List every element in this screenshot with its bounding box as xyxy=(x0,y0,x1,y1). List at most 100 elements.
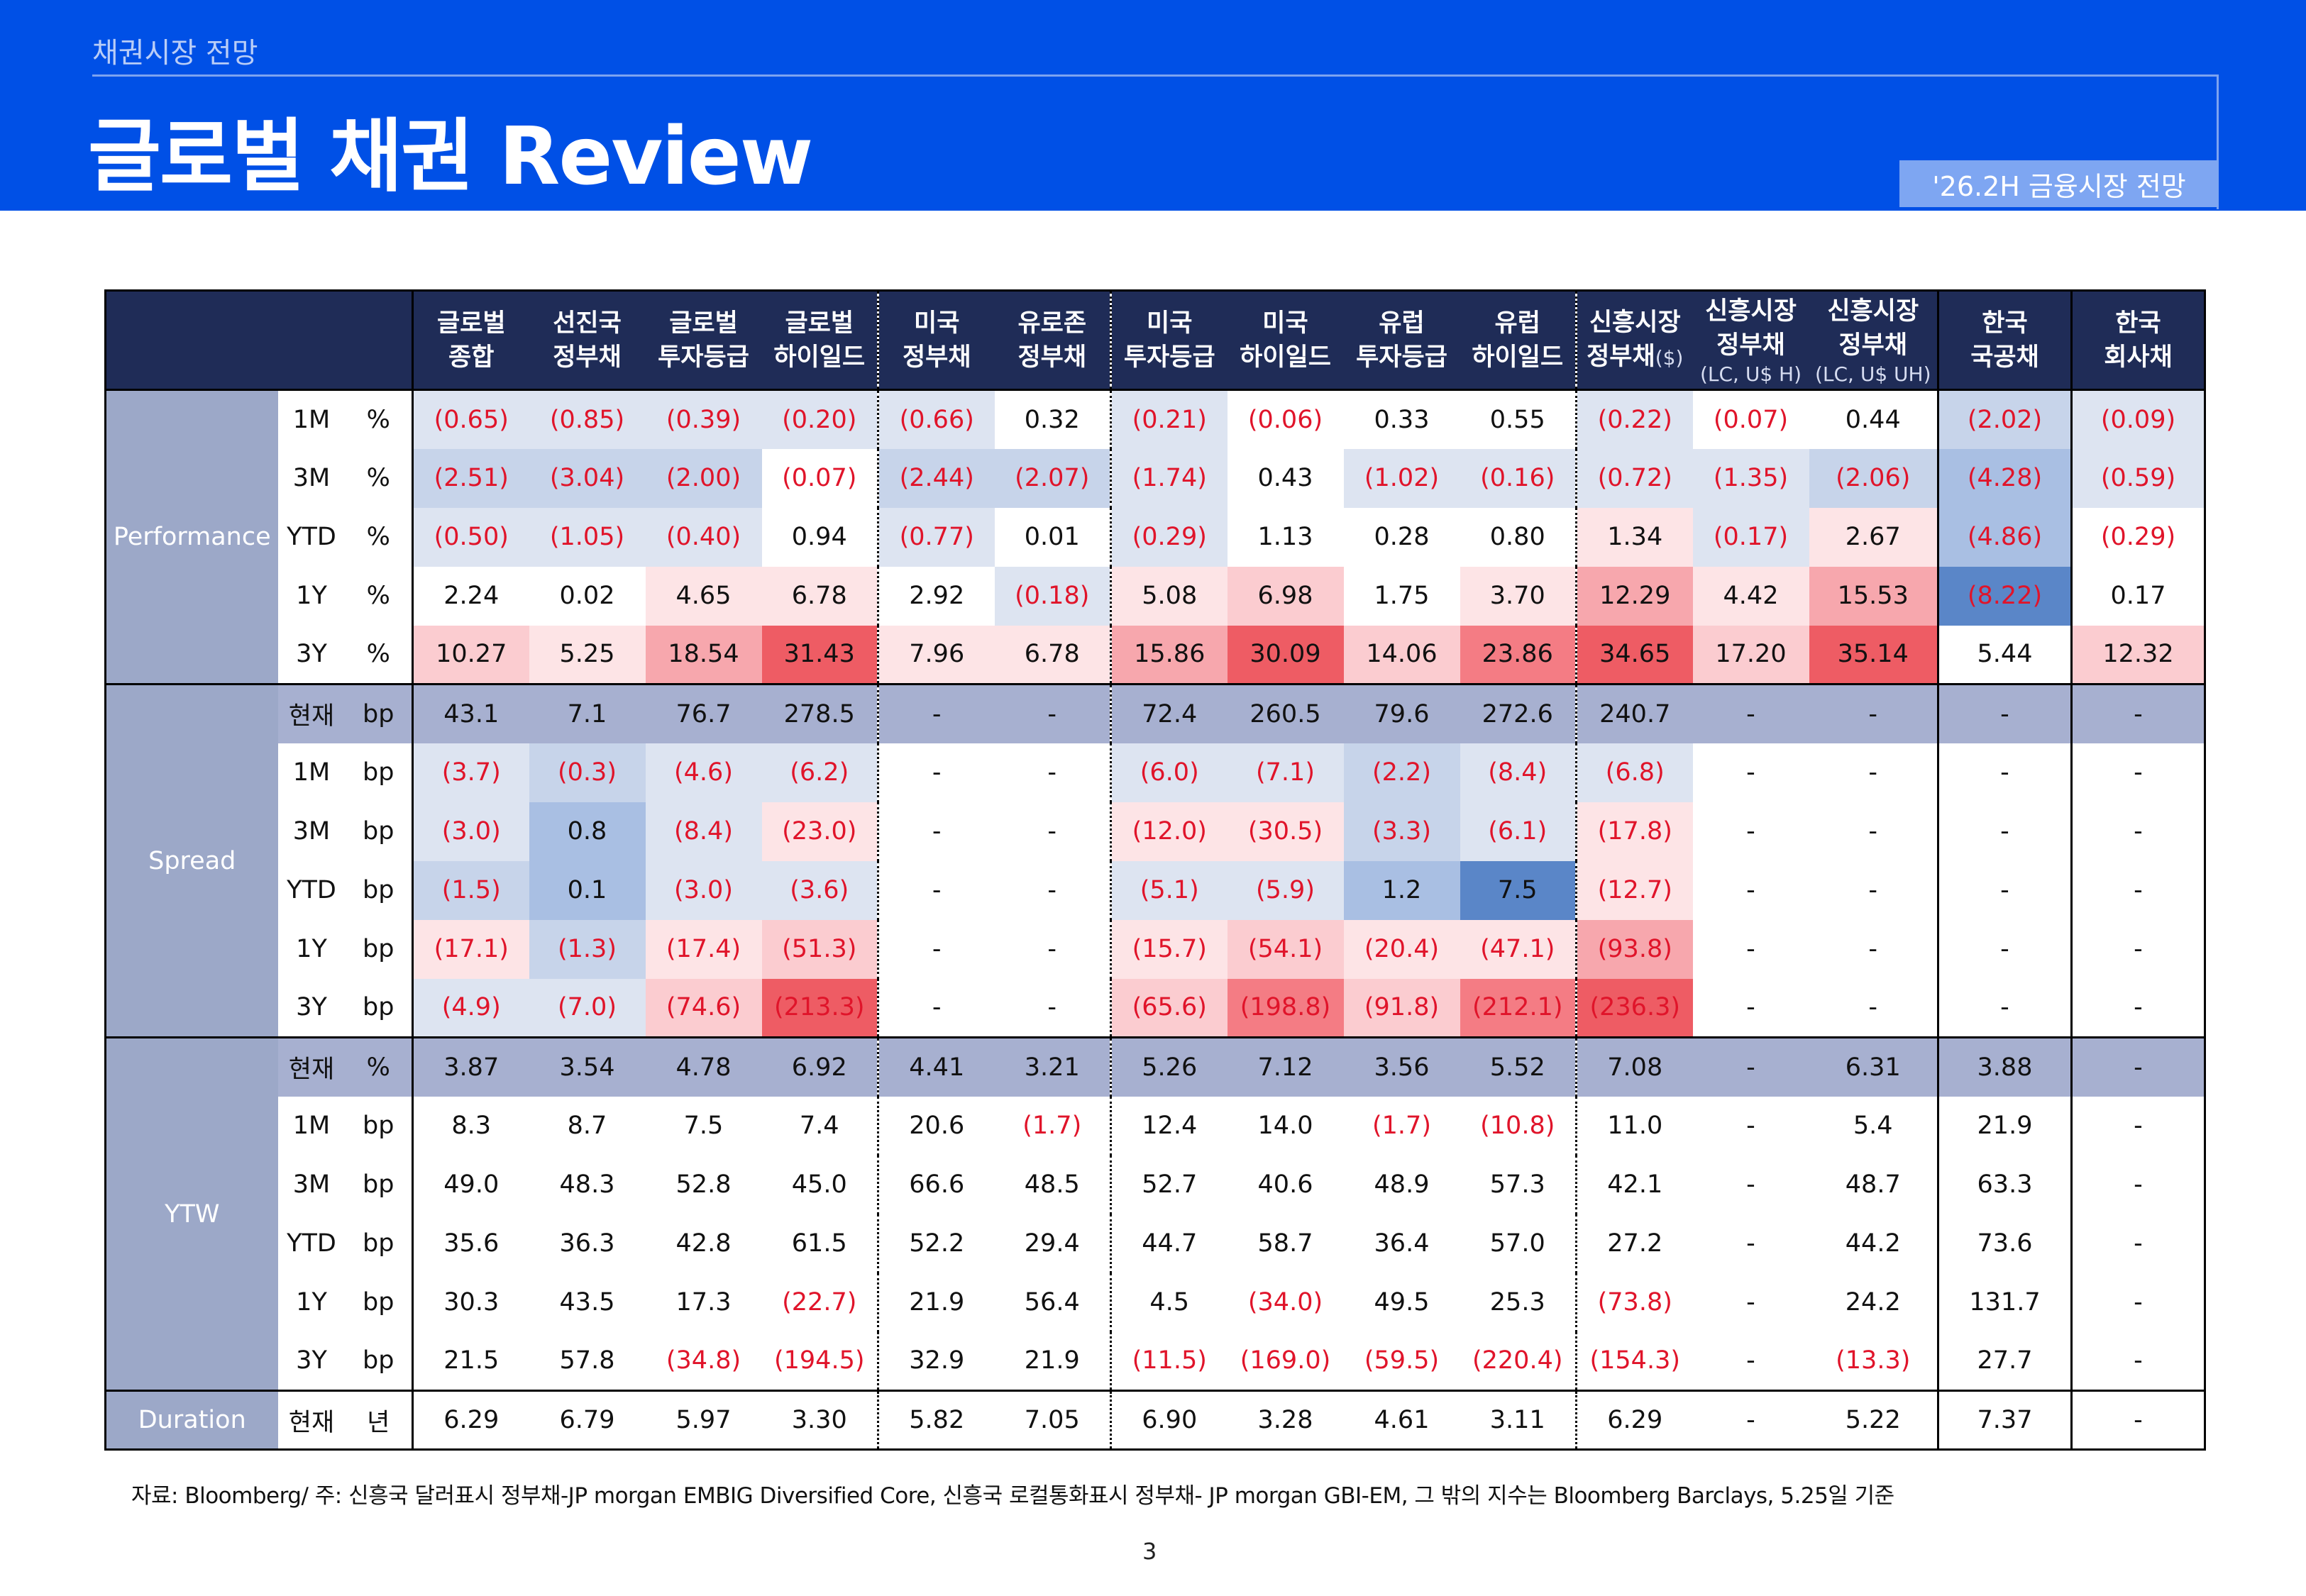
table-cell: 4.78 xyxy=(645,1036,762,1097)
row-unit-label: bp xyxy=(363,993,395,1022)
table-cell: 6.98 xyxy=(1227,566,1344,626)
column-header: 신흥시장 정부채($) xyxy=(1575,290,1693,390)
table-cell: 17.3 xyxy=(675,1288,732,1317)
row-period-label: 3M xyxy=(292,464,331,492)
table-cell: - xyxy=(1937,743,2072,802)
table-cell: 15.86 xyxy=(1110,625,1228,685)
table-cell: (47.1) xyxy=(1460,919,1577,979)
table-cell: (0.17) xyxy=(1692,507,1809,567)
row-unit-label: bp xyxy=(363,817,395,846)
column-header-line2: 정부채 xyxy=(1017,343,1087,372)
table-cell: 44.7 xyxy=(1110,1214,1228,1273)
column-header-line1: 미국 xyxy=(1147,309,1193,338)
table-cell: 6.92 xyxy=(761,1036,878,1097)
table-cell: 3.21 xyxy=(994,1036,1111,1097)
table-cell: (3.3) xyxy=(1343,802,1460,861)
table-cell: - xyxy=(1809,683,1938,743)
column-header-note: (LC, U$ UH) xyxy=(1814,362,1931,386)
table-cell: (0.85) xyxy=(529,389,646,449)
table-cell: 5.22 xyxy=(1809,1390,1938,1450)
table-cell: 36.3 xyxy=(559,1229,615,1258)
table-cell: 7.5 xyxy=(1460,860,1577,920)
table-cell: 5.4 xyxy=(1853,1112,1893,1140)
table-cell: - xyxy=(1692,683,1809,743)
table-cell: (54.1) xyxy=(1227,919,1344,979)
table-cell: - xyxy=(2070,1390,2205,1450)
table-cell: - xyxy=(2070,802,2205,861)
table-cell: (2.00) xyxy=(645,448,762,508)
column-header-line2: 정부채 xyxy=(1838,331,1908,360)
table-cell: (65.6) xyxy=(1110,978,1228,1038)
column-header: 유럽 하이일드 xyxy=(1460,290,1577,390)
table-cell: 14.06 xyxy=(1343,625,1460,685)
row-period-label: 1Y xyxy=(296,1288,327,1317)
row-unit-label: bp xyxy=(363,876,395,904)
table-cell: - xyxy=(2070,683,2205,743)
table-cell: (0.40) xyxy=(645,507,762,567)
column-header-line1: 글로벌 xyxy=(669,309,738,338)
table-row: Duration 현재 년 6.29 6.79 5.97 3.30 5.82 7.05 6.90 3… xyxy=(105,1390,2205,1450)
table-cell: 1.2 xyxy=(1343,860,1460,920)
table-cell: 63.3 xyxy=(1937,1155,2072,1214)
table-cell: 21.9 xyxy=(1937,1096,2072,1156)
column-header-line1: 유로존 xyxy=(1017,309,1087,338)
table-cell: 52.8 xyxy=(675,1170,732,1199)
table-cell: (30.5) xyxy=(1227,802,1344,861)
table-cell: 7.05 xyxy=(994,1390,1111,1450)
table-cell: (212.1) xyxy=(1460,978,1577,1038)
table-cell: 72.4 xyxy=(1110,683,1228,743)
table-cell: - xyxy=(2070,978,2205,1038)
table-cell: 7.5 xyxy=(683,1112,724,1140)
column-header-line2: 투자등급 xyxy=(658,343,749,372)
table-cell: - xyxy=(1937,860,2072,920)
row-unit-label: bp xyxy=(363,758,395,787)
row-group-label: Duration xyxy=(105,1390,278,1450)
table-cell: (5.9) xyxy=(1227,860,1344,920)
table-cell: - xyxy=(2070,1214,2205,1273)
table-cell: 42.8 xyxy=(675,1229,732,1258)
table-row: 1Y bp (17.1) (1.3) (17.4) (51.3) - - (15.7) (54.1… xyxy=(106,919,2205,979)
header-corner xyxy=(105,290,413,390)
row-period-label: YTD xyxy=(287,1229,336,1258)
table-cell: - xyxy=(1937,978,2072,1038)
table-cell: 36.4 xyxy=(1374,1229,1430,1258)
table-cell: 0.80 xyxy=(1489,523,1545,551)
table-cell: - xyxy=(1047,876,1057,904)
table-cell: 57.8 xyxy=(559,1346,615,1375)
table-cell: 31.43 xyxy=(761,625,878,685)
table-cell: 49.5 xyxy=(1374,1288,1430,1317)
row-group-label: Spread xyxy=(105,683,278,1038)
column-header: 글로벌 하이일드 xyxy=(761,290,878,390)
table-cell: 4.42 xyxy=(1692,566,1809,626)
row-unit-label: bp xyxy=(363,1112,395,1140)
table-cell: (12.0) xyxy=(1110,802,1228,861)
table-cell: - xyxy=(2070,1096,2205,1156)
table-cell: 6.78 xyxy=(761,566,878,626)
table-cell: 61.5 xyxy=(791,1229,847,1258)
row-unit-label: % xyxy=(345,1036,413,1097)
table-cell: 30.3 xyxy=(412,1273,529,1332)
column-header-line2: 국공채 xyxy=(1970,343,2039,372)
table-row: YTD% (0.50) (1.05) (0.40) 0.94 (0.77) 0.01 (0.2… xyxy=(106,507,2205,567)
table-cell: 5.82 xyxy=(877,1390,995,1450)
column-header-line1: 신흥시장 xyxy=(1589,308,1681,337)
table-cell: - xyxy=(1868,758,1878,787)
table-cell: (0.29) xyxy=(1110,507,1228,567)
table-cell: 14.0 xyxy=(1257,1112,1313,1140)
table-cell: 3.11 xyxy=(1460,1390,1577,1450)
table-cell: 7.08 xyxy=(1575,1036,1693,1097)
column-header-note: (LC, U$ H) xyxy=(1699,362,1802,386)
table-cell: 43.5 xyxy=(559,1288,615,1317)
table-cell: - xyxy=(1746,1288,1755,1317)
table-cell: (4.86) xyxy=(1937,507,2072,567)
table-cell: (4.6) xyxy=(645,743,762,802)
section-kicker: 채권시장 전망 xyxy=(92,37,258,70)
table-cell: 2.67 xyxy=(1809,507,1938,567)
column-header-line1: 글로벌 xyxy=(436,309,506,338)
table-cell: (8.4) xyxy=(1460,743,1577,802)
table-cell: (59.5) xyxy=(1364,1346,1440,1375)
table-cell: (8.22) xyxy=(1937,566,2072,626)
table-cell: 6.79 xyxy=(529,1390,646,1450)
table-cell: (2.02) xyxy=(1937,389,2072,449)
table-cell: 57.3 xyxy=(1489,1170,1545,1199)
